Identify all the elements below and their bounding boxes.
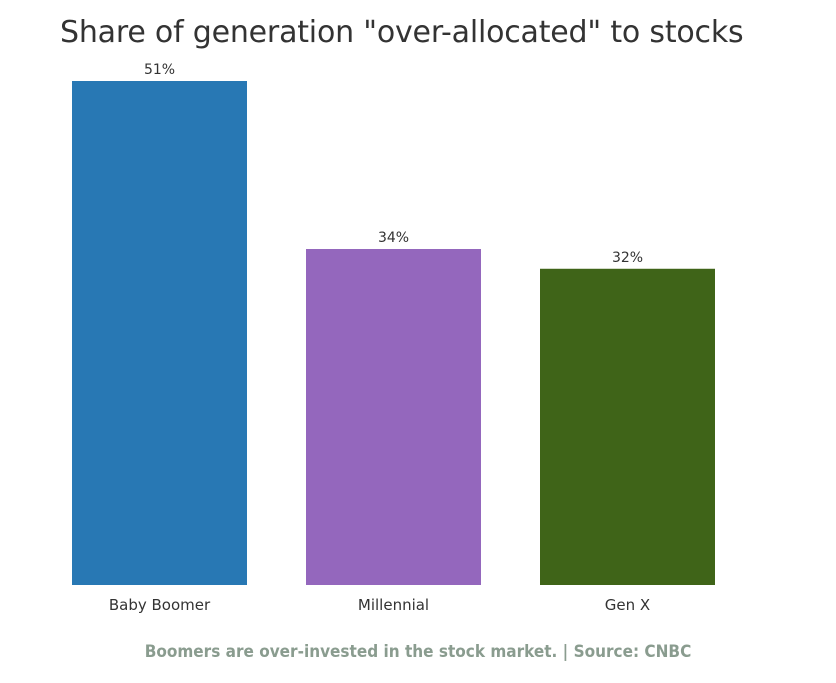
value-label-gen-x: 32%: [612, 250, 643, 266]
value-label-baby-boomer: 51%: [144, 62, 175, 78]
bar-gen-x: [540, 268, 715, 585]
chart-title: Share of generation "over-allocated" to …: [60, 15, 744, 50]
bar-millennial: [306, 249, 481, 585]
value-label-millennial: 34%: [378, 230, 409, 246]
bars-layer: [72, 81, 715, 585]
chart-caption: Boomers are over-invested in the stock m…: [144, 642, 692, 662]
bar-baby-boomer: [72, 81, 247, 585]
category-label-baby-boomer: Baby Boomer: [109, 596, 211, 614]
category-label-gen-x: Gen X: [605, 596, 650, 614]
bar-chart: 51% 34% 32% Baby Boomer Millennial Gen X: [72, 62, 715, 614]
category-label-millennial: Millennial: [358, 596, 429, 614]
value-labels-layer: 51% 34% 32%: [144, 62, 643, 266]
category-labels-layer: Baby Boomer Millennial Gen X: [109, 596, 650, 614]
